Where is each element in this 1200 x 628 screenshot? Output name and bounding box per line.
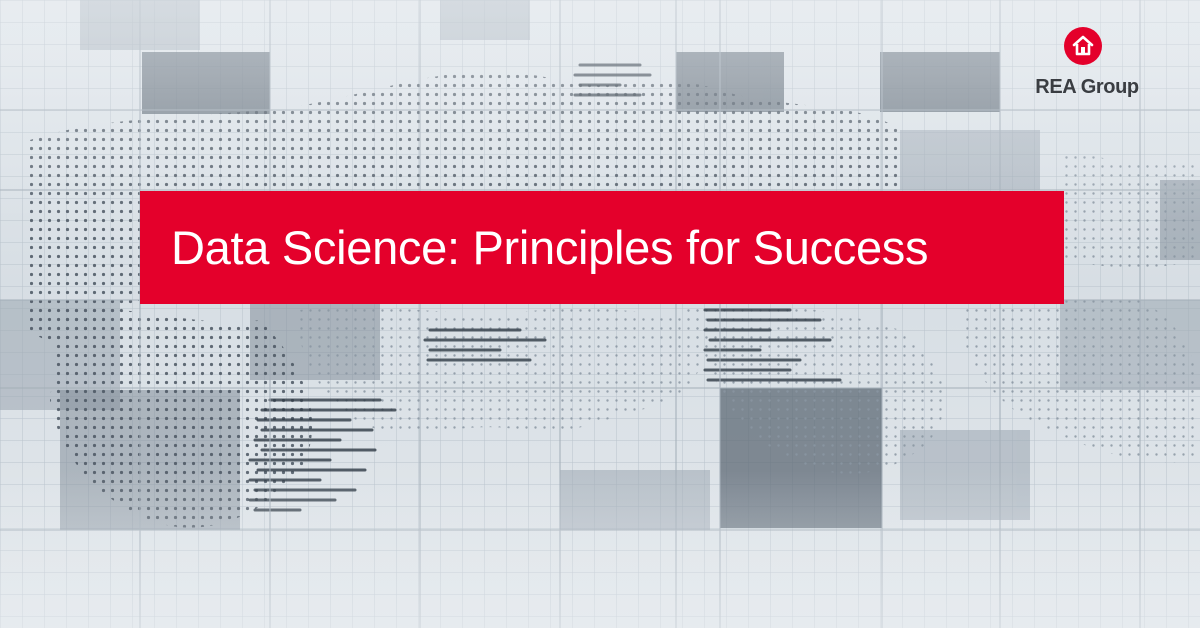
- rea-group-logo[interactable]: REA Group: [1032, 26, 1142, 102]
- logo-wordmark: REA Group: [1035, 76, 1139, 98]
- house-icon: [1064, 27, 1102, 65]
- title-banner: Data Science: Principles for Success: [140, 191, 1064, 304]
- page-title: Data Science: Principles for Success: [171, 221, 929, 274]
